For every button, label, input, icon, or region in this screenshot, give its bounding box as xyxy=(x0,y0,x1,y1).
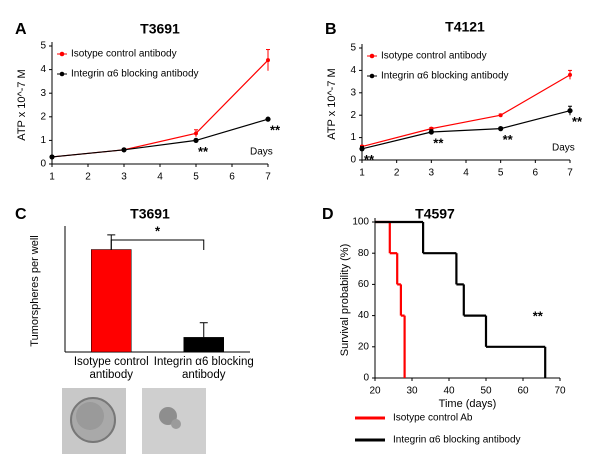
legend-label: Integrin α6 blocking antibody xyxy=(393,435,521,446)
y-tick-label: 3 xyxy=(40,88,46,99)
y-tick-label: 4 xyxy=(350,65,356,76)
y-tick-label: 60 xyxy=(358,279,370,290)
x-tick-label: 2 xyxy=(85,172,91,183)
data-line xyxy=(361,110,571,150)
y-axis-label: ATP x 10^-7 M xyxy=(326,68,338,139)
x-tick-label: 30 xyxy=(406,386,418,397)
panel-letter: A xyxy=(15,21,27,38)
y-tick-label: 20 xyxy=(358,341,370,352)
x-tick-label: 60 xyxy=(517,386,529,397)
y-tick-label: 0 xyxy=(363,373,369,384)
annotation: ** xyxy=(433,135,444,150)
x-tick-label: 5 xyxy=(193,172,199,183)
panel-letter: D xyxy=(322,206,334,223)
y-tick-label: 5 xyxy=(350,43,356,54)
legend-label: Isotype control Ab xyxy=(393,413,473,424)
x-tick-label: Isotype control antibody xyxy=(73,356,149,381)
legend-marker xyxy=(59,51,65,57)
data-point xyxy=(193,137,199,143)
x-tick-label: 3 xyxy=(429,168,435,179)
photo-isotype xyxy=(62,388,126,454)
x-tick-label: 20 xyxy=(369,386,381,397)
legend-marker xyxy=(369,53,375,59)
panel-letter: B xyxy=(325,21,337,38)
x-tick-label: 2 xyxy=(394,168,400,179)
data-point xyxy=(121,147,127,153)
y-tick-label: 0 xyxy=(350,155,356,166)
x-tick-label: 3 xyxy=(121,172,127,183)
chart-title: T3691 xyxy=(140,21,180,37)
data-point xyxy=(498,126,504,132)
legend-label: Isotype control antibody xyxy=(71,49,177,60)
bar xyxy=(91,249,132,353)
x-tick-label: 7 xyxy=(265,172,271,183)
y-tick-label: 80 xyxy=(358,248,370,259)
photo-integrin xyxy=(142,388,206,454)
x-tick-label: 5 xyxy=(498,168,504,179)
x-tick-label: 4 xyxy=(157,172,163,183)
data-point xyxy=(568,72,572,77)
x-tick-label: Integrin α6 blocking antibody xyxy=(153,356,254,381)
annotation: ** xyxy=(572,114,583,129)
legend-marker xyxy=(369,73,375,79)
y-axis-label: Survival probability (%) xyxy=(339,244,351,356)
annotation: ** xyxy=(533,308,544,323)
x-tick-label: 1 xyxy=(49,172,55,183)
significance-bracket xyxy=(110,239,205,250)
panel-letter: C xyxy=(15,206,27,223)
x-tick-label: 6 xyxy=(229,172,235,183)
y-tick-label: 3 xyxy=(350,87,356,98)
data-line xyxy=(51,118,269,158)
y-tick-label: 1 xyxy=(350,132,356,143)
y-tick-label: 5 xyxy=(40,41,46,52)
data-point xyxy=(49,154,55,160)
x-axis-label: Days xyxy=(552,143,575,154)
x-tick-label: 50 xyxy=(480,386,492,397)
x-tick-label: 40 xyxy=(443,386,455,397)
x-axis-label: Time (days) xyxy=(439,398,497,410)
y-tick-label: 40 xyxy=(358,310,370,321)
y-tick-label: 100 xyxy=(352,217,369,228)
data-point xyxy=(266,58,270,63)
annotation: ** xyxy=(270,123,281,138)
y-tick-label: 0 xyxy=(40,159,46,170)
legend-label: Integrin α6 blocking antibody xyxy=(381,71,509,82)
x-tick-label: 6 xyxy=(533,168,539,179)
legend-marker xyxy=(59,71,65,77)
chart-title: T3691 xyxy=(130,206,170,222)
data-point xyxy=(265,116,271,122)
y-axis-label: Tumorspheres per well xyxy=(29,235,41,346)
y-tick-label: 4 xyxy=(40,64,46,75)
annotation: ** xyxy=(503,132,514,147)
legend-label: Isotype control antibody xyxy=(381,51,487,62)
annotation: ** xyxy=(364,152,375,167)
data-point xyxy=(359,146,365,152)
data-point xyxy=(194,131,198,136)
data-point xyxy=(428,129,434,135)
chart-title: T4597 xyxy=(415,206,455,222)
x-tick-label: 70 xyxy=(554,386,566,397)
y-tick-label: 2 xyxy=(350,110,356,121)
y-axis-label: ATP x 10^-7 M xyxy=(16,69,28,140)
y-tick-label: 1 xyxy=(40,135,46,146)
y-tick-label: 2 xyxy=(40,111,46,122)
annotation: ** xyxy=(198,144,209,159)
data-point xyxy=(498,113,503,118)
x-axis-label: Days xyxy=(250,147,273,158)
annotation: * xyxy=(155,223,161,238)
data-point xyxy=(567,108,573,114)
data-line xyxy=(361,74,571,148)
legend-label: Integrin α6 blocking antibody xyxy=(71,69,199,80)
x-tick-label: 7 xyxy=(567,168,573,179)
x-category: Integrin α6 blocking antibody xyxy=(153,356,254,381)
chart-title: T4121 xyxy=(445,19,485,35)
bar xyxy=(183,337,224,353)
x-tick-label: 1 xyxy=(359,168,365,179)
x-tick-label: 4 xyxy=(463,168,469,179)
x-category: Isotype control antibody xyxy=(73,356,149,381)
